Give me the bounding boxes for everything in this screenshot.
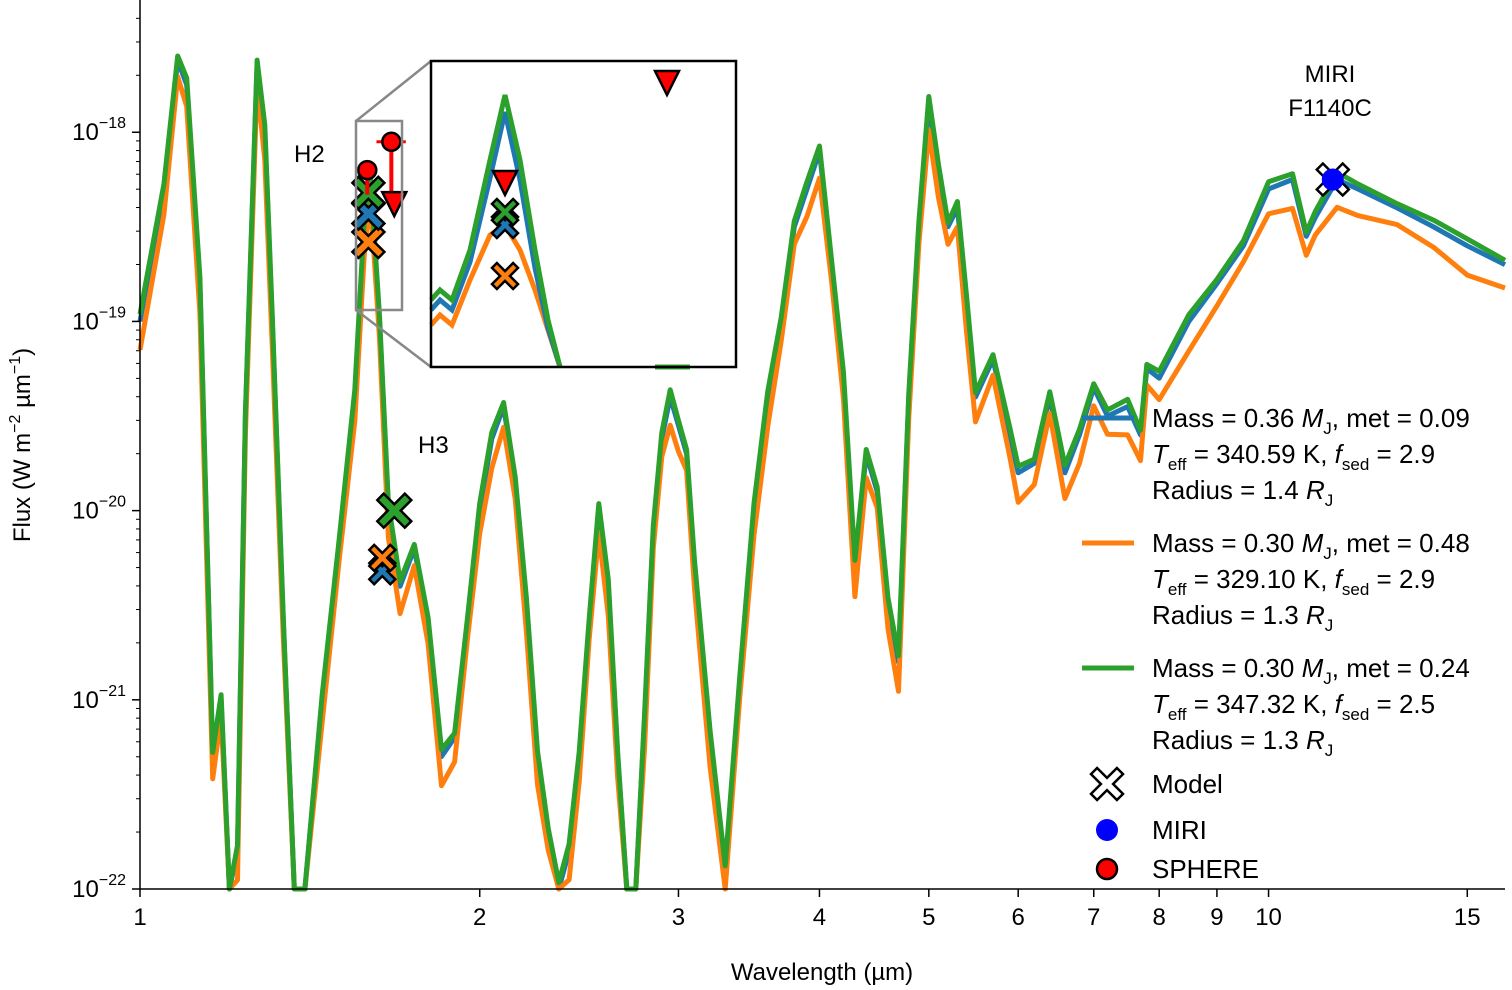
inset-series-green <box>429 94 563 368</box>
series-lines <box>137 53 1507 892</box>
legend-text: Mass = 0.30 MJ​, met = 0.48 <box>1152 528 1470 563</box>
x-tick-label: 2 <box>473 904 486 931</box>
model-marker-h3 <box>367 543 398 573</box>
model-marker-h2 <box>350 224 387 260</box>
model-marker-h3 <box>375 491 414 530</box>
annotation-miri-line1: MIRI <box>1305 61 1356 88</box>
sphere-upper-limit <box>380 190 409 219</box>
inset-model-marker <box>490 197 520 227</box>
x-tick-label: 5 <box>922 904 935 931</box>
sphere-point <box>381 131 402 152</box>
y-tick-label: 10−18 <box>72 115 126 146</box>
legend-miri-label: MIRI <box>1152 815 1207 845</box>
inset-source-box <box>354 119 404 312</box>
legend-model-label: Model <box>1152 769 1223 799</box>
inset-content <box>429 69 690 370</box>
inset-model-marker <box>490 261 520 291</box>
series-line-3 <box>137 53 1507 892</box>
legend-text: Mass = 0.30 MJ​, met = 0.24 <box>1152 653 1470 688</box>
y-tick-label: 10−20 <box>72 494 126 525</box>
sphere-point <box>357 159 378 181</box>
legend-text: Mass = 0.36 MJ​, met = 0.09 <box>1152 403 1470 438</box>
legend-text: Radius = 1.3 RJ​ <box>1152 725 1333 760</box>
inset-frame <box>429 59 738 369</box>
x-tick-label: 8 <box>1153 904 1166 931</box>
y-tick-label: 10−21 <box>72 683 126 714</box>
inset-connector-top <box>355 60 432 122</box>
x-tick-label: 15 <box>1454 904 1481 931</box>
legend-model-marker <box>1089 766 1125 802</box>
y-tick-label: 10−19 <box>72 304 126 335</box>
legend-miri-marker <box>1096 819 1118 841</box>
x-tick-label: 1 <box>133 904 146 931</box>
x-ticks: 1 2 3 4 5 6 7 8 9 10 15 <box>133 889 1481 931</box>
inset-zoom <box>354 59 738 370</box>
inset-upper-limit <box>652 69 682 98</box>
inset-connector-bottom <box>355 309 432 368</box>
inset-upper-limit <box>490 169 520 198</box>
legend-sphere-label: SPHERE <box>1152 854 1259 884</box>
axes <box>139 0 1505 890</box>
legend-text: Teff​ = 340.59 K, fsed​ = 2.9 <box>1152 439 1435 474</box>
x-tick-label: 10 <box>1255 904 1282 931</box>
x-tick-label: 3 <box>672 904 685 931</box>
y-axis-title: Flux (W m−2 µm−1) <box>7 348 36 542</box>
legend-text: Teff​ = 329.10 K, fsed​ = 2.9 <box>1152 564 1435 599</box>
x-tick-label: 4 <box>813 904 826 931</box>
annotation-miri-line2: F1140C <box>1288 95 1372 122</box>
legend-sphere-marker <box>1095 857 1119 881</box>
annotation-h3: H3 <box>418 432 449 459</box>
x-tick-label: 7 <box>1087 904 1100 931</box>
miri-point <box>1321 168 1344 191</box>
annotation-h2: H2 <box>294 141 325 168</box>
x-tick-label: 9 <box>1210 904 1223 931</box>
photometry-markers <box>350 131 1351 586</box>
x-tick-label: 6 <box>1012 904 1025 931</box>
y-ticks: 10−22 10−21 10−20 10−19 10−18 <box>72 17 140 903</box>
legend-text: Radius = 1.3 RJ​ <box>1152 600 1333 635</box>
legend-text: Teff​ = 347.32 K, fsed​ = 2.5 <box>1152 689 1435 724</box>
x-axis-title: Wavelength (µm) <box>731 959 913 986</box>
y-tick-label: 10−22 <box>72 872 126 903</box>
legend-text: Radius = 1.4 RJ​ <box>1152 475 1333 510</box>
